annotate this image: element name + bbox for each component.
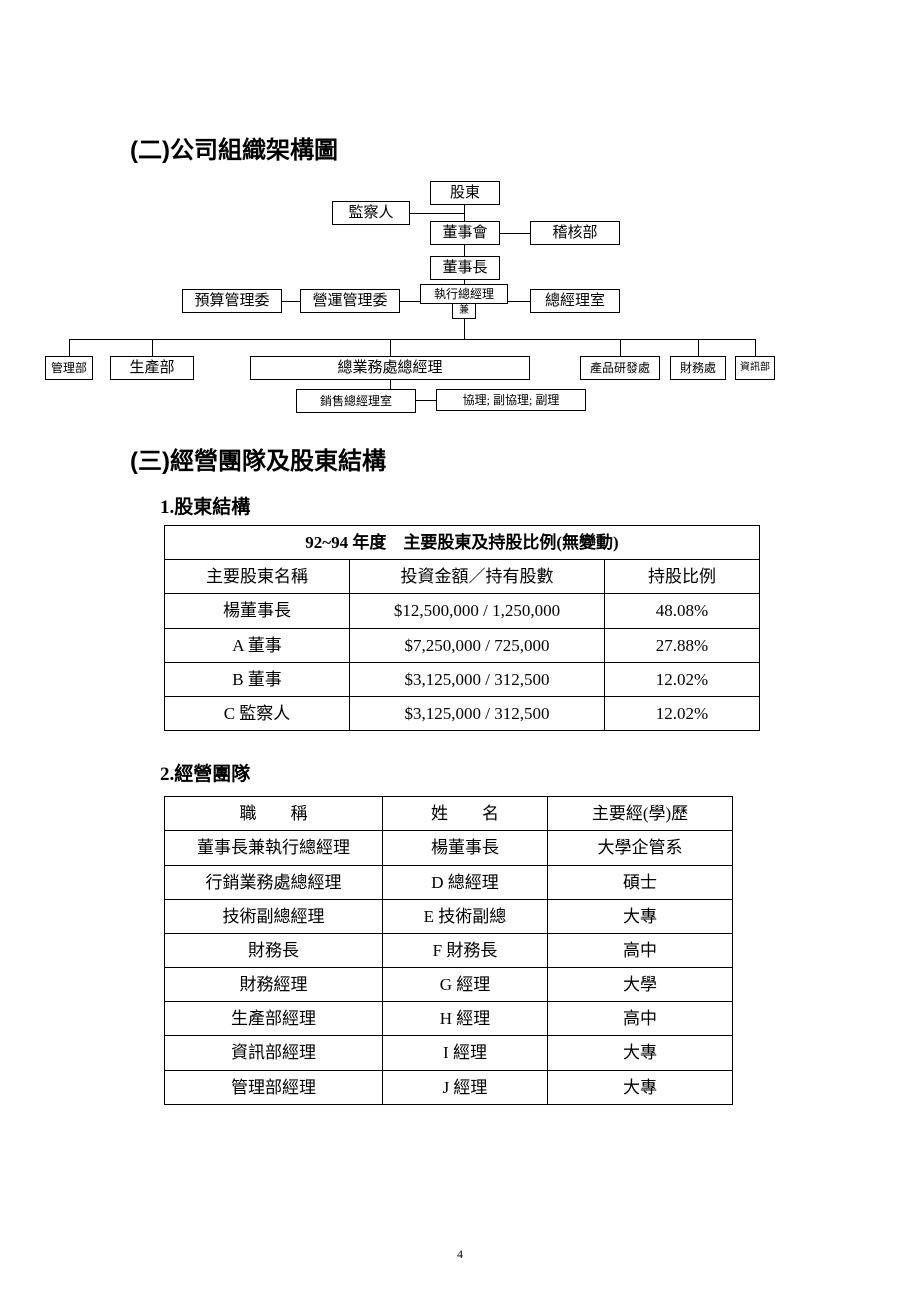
org-connector <box>69 339 755 340</box>
management-team-table: 職 稱姓 名主要經(學)歷董事長兼執行總經理楊董事長大學企管系行銷業務處總經理D… <box>164 796 733 1105</box>
table-cell: 碩士 <box>548 865 733 899</box>
org-node-sales_office: 銷售總經理室 <box>296 389 416 413</box>
org-connector <box>464 319 465 339</box>
org-node-chairman: 董事長 <box>430 256 500 280</box>
org-node-supervisor: 監察人 <box>332 201 410 225</box>
table-cell: $3,125,000 / 312,500 <box>350 662 605 696</box>
shareholder-table-title: 92~94 年度 主要股東及持股比例(無變動) <box>165 526 760 560</box>
org-connector <box>508 301 530 302</box>
table-cell: 資訊部經理 <box>165 1036 383 1070</box>
table-cell: 48.08% <box>605 594 760 628</box>
org-node-ceo_sub: 兼 <box>452 303 476 319</box>
table-header: 職 稱 <box>165 797 383 831</box>
org-connector <box>464 245 465 256</box>
org-connector <box>500 233 530 234</box>
table-cell: $3,125,000 / 312,500 <box>350 696 605 730</box>
table-row: 財務經理G 經理大學 <box>165 968 733 1002</box>
table-cell: 生產部經理 <box>165 1002 383 1036</box>
org-node-ops: 營運管理委 <box>300 289 400 313</box>
table-row: 行銷業務處總經理D 總經理碩士 <box>165 865 733 899</box>
table-cell: 27.88% <box>605 628 760 662</box>
table-cell: 行銷業務處總經理 <box>165 865 383 899</box>
org-node-prod_dept: 生產部 <box>110 356 194 380</box>
org-node-shareholders: 股東 <box>430 181 500 205</box>
table-cell: 管理部經理 <box>165 1070 383 1104</box>
org-node-budget: 預算管理委 <box>182 289 282 313</box>
table-header: 投資金額／持有股數 <box>350 560 605 594</box>
section-3-2-heading: 2.經營團隊 <box>160 759 830 786</box>
org-connector <box>755 339 756 356</box>
org-node-admin_dept: 管理部 <box>45 356 93 380</box>
org-connector <box>69 339 70 356</box>
table-cell: 高中 <box>548 1002 733 1036</box>
org-node-board: 董事會 <box>430 221 500 245</box>
table-row: 楊董事長$12,500,000 / 1,250,00048.08% <box>165 594 760 628</box>
table-cell: C 監察人 <box>165 696 350 730</box>
org-node-ceo: 執行總經理 <box>420 284 508 304</box>
table-cell: A 董事 <box>165 628 350 662</box>
table-cell: 大學企管系 <box>548 831 733 865</box>
table-cell: 董事長兼執行總經理 <box>165 831 383 865</box>
table-cell: B 董事 <box>165 662 350 696</box>
table-row: 資訊部經理I 經理大專 <box>165 1036 733 1070</box>
table-cell: 大專 <box>548 899 733 933</box>
table-cell: G 經理 <box>383 968 548 1002</box>
org-connector <box>416 400 436 401</box>
table-cell: D 總經理 <box>383 865 548 899</box>
section-2-heading: (二)公司組織架構圖 <box>130 130 830 165</box>
org-connector <box>400 301 420 302</box>
org-connector <box>390 380 391 389</box>
org-connector <box>152 339 153 356</box>
table-cell: 財務長 <box>165 933 383 967</box>
table-row: 生產部經理H 經理高中 <box>165 1002 733 1036</box>
table-row: 管理部經理J 經理大專 <box>165 1070 733 1104</box>
table-cell: H 經理 <box>383 1002 548 1036</box>
org-node-it_dept: 資訊部 <box>735 356 775 380</box>
table-cell: 技術副總經理 <box>165 899 383 933</box>
table-header: 主要經(學)歷 <box>548 797 733 831</box>
org-connector <box>390 339 391 356</box>
table-header: 姓 名 <box>383 797 548 831</box>
org-connector <box>410 213 464 214</box>
org-connector <box>464 205 465 221</box>
org-node-audit: 稽核部 <box>530 221 620 245</box>
table-cell: 12.02% <box>605 696 760 730</box>
table-cell: 楊董事長 <box>165 594 350 628</box>
table-row: C 監察人$3,125,000 / 312,50012.02% <box>165 696 760 730</box>
table-row: 技術副總經理E 技術副總大專 <box>165 899 733 933</box>
org-node-biz_gm: 總業務處總經理 <box>250 356 530 380</box>
page-number: 4 <box>0 1247 920 1262</box>
table-row: 財務長F 財務長高中 <box>165 933 733 967</box>
table-header: 持股比例 <box>605 560 760 594</box>
org-connector <box>620 339 621 356</box>
table-header: 主要股東名稱 <box>165 560 350 594</box>
shareholder-table: 92~94 年度 主要股東及持股比例(無變動)主要股東名稱投資金額／持有股數持股… <box>164 525 760 731</box>
table-cell: F 財務長 <box>383 933 548 967</box>
org-node-gm_office: 總經理室 <box>530 289 620 313</box>
table-cell: 財務經理 <box>165 968 383 1002</box>
table-cell: J 經理 <box>383 1070 548 1104</box>
section-3-1-heading: 1.股東結構 <box>160 492 830 519</box>
org-node-fin_dept: 財務處 <box>670 356 726 380</box>
org-chart: 股東監察人董事會稽核部董事長預算管理委營運管理委執行總經理兼總經理室管理部生產部… <box>100 181 800 421</box>
table-cell: 12.02% <box>605 662 760 696</box>
org-node-rd_dept: 產品研發處 <box>580 356 660 380</box>
table-cell: I 經理 <box>383 1036 548 1070</box>
table-cell: $12,500,000 / 1,250,000 <box>350 594 605 628</box>
section-3-heading: (三)經營團隊及股東結構 <box>130 441 830 476</box>
table-cell: 大學 <box>548 968 733 1002</box>
table-row: A 董事$7,250,000 / 725,00027.88% <box>165 628 760 662</box>
org-connector <box>698 339 699 356</box>
table-cell: 楊董事長 <box>383 831 548 865</box>
table-cell: 高中 <box>548 933 733 967</box>
table-row: 董事長兼執行總經理楊董事長大學企管系 <box>165 831 733 865</box>
table-cell: 大專 <box>548 1036 733 1070</box>
document-page: (二)公司組織架構圖 股東監察人董事會 稽核部董事長預算管理委營運管理委執行總經理… <box>0 0 920 1302</box>
table-cell: 大專 <box>548 1070 733 1104</box>
table-cell: $7,250,000 / 725,000 <box>350 628 605 662</box>
table-cell: E 技術副總 <box>383 899 548 933</box>
org-node-assist: 協理; 副協理; 副理 <box>436 389 586 411</box>
table-row: B 董事$3,125,000 / 312,50012.02% <box>165 662 760 696</box>
